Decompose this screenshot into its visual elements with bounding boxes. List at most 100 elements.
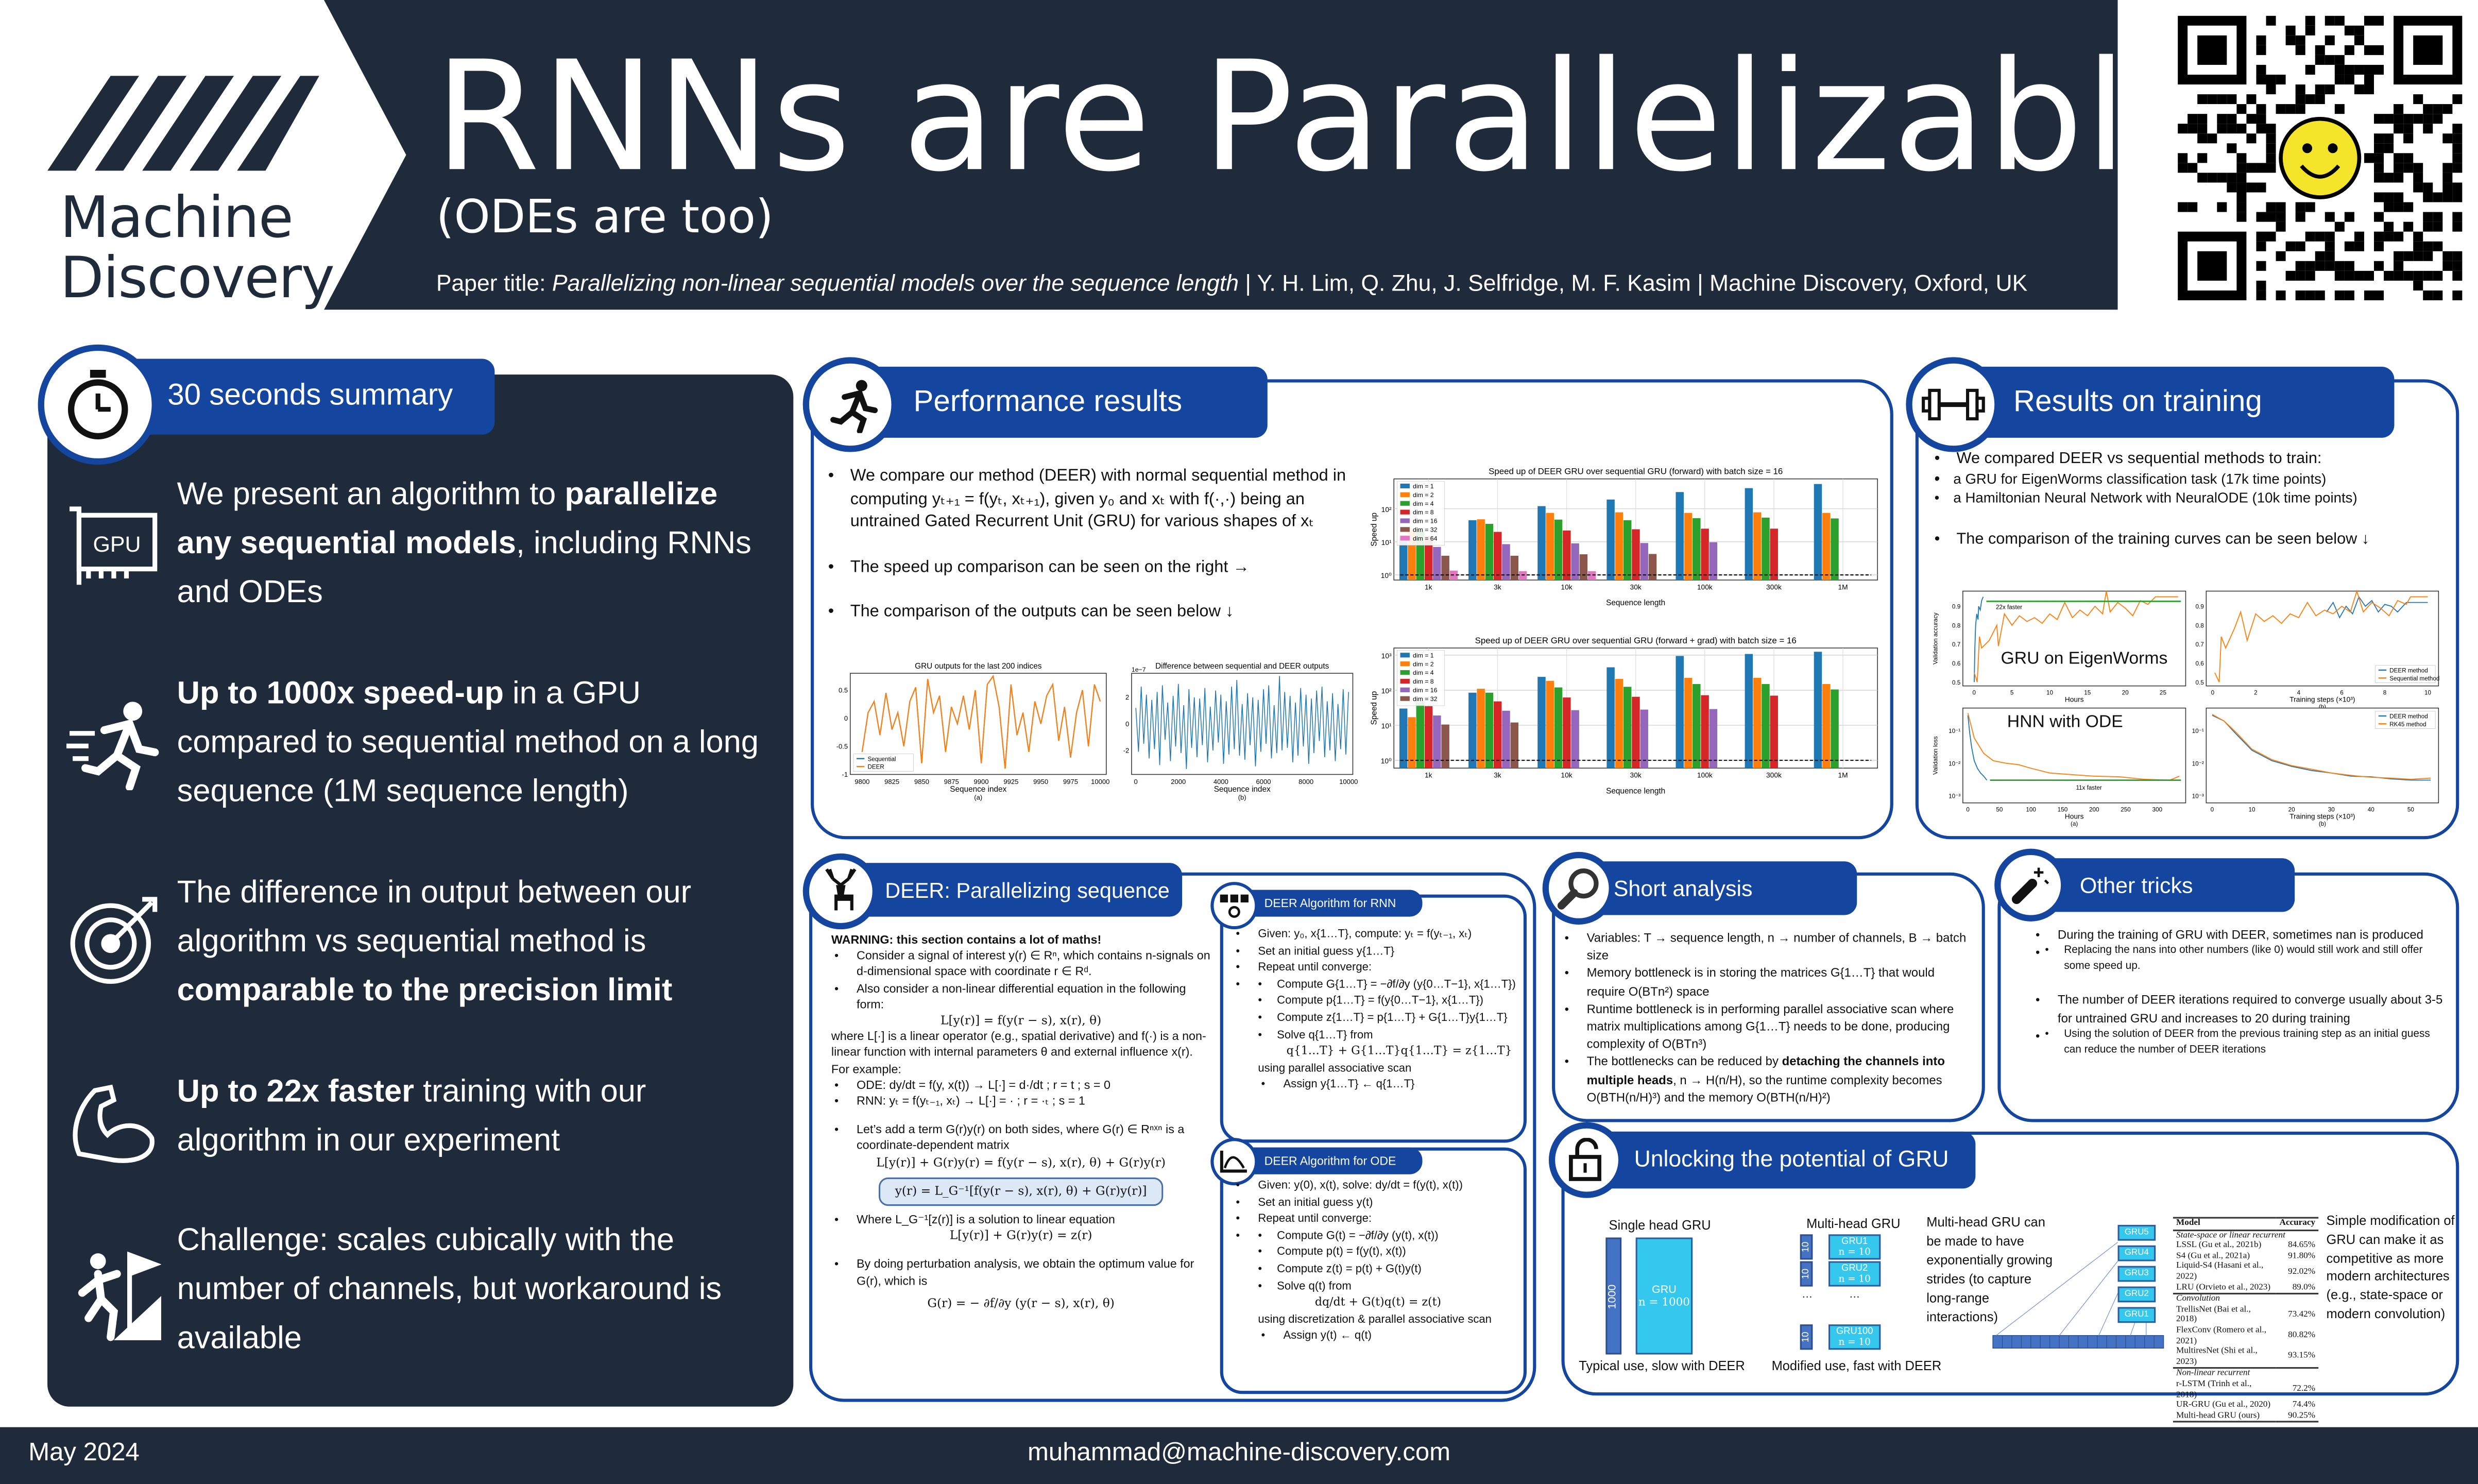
qr-module [2374, 163, 2384, 173]
y-axis-label: Validation loss [1933, 736, 1939, 775]
bar-dim4-300k [1762, 517, 1770, 581]
qr-module [2394, 202, 2404, 212]
qr-module [2227, 124, 2237, 134]
qr-module [2442, 192, 2453, 202]
legend-label: dim = 4 [1413, 669, 1434, 676]
legend-box [2375, 711, 2436, 729]
block-name: GRU100 [1836, 1326, 1873, 1337]
text: , n → H(n/H), so the runtime complexity … [1586, 1072, 1942, 1105]
x-tick-label: 9900 [974, 778, 989, 786]
qr-module [2423, 192, 2433, 202]
legend-label: dim = 1 [1413, 483, 1434, 490]
paper-label: Paper title: [436, 271, 552, 297]
x-tick-label: 1k [1425, 772, 1432, 779]
x-tick-label: 9925 [1003, 778, 1018, 786]
plot-area [1962, 590, 2186, 687]
qr-module [2305, 261, 2315, 271]
qr-module [2452, 192, 2463, 202]
qr-module [2384, 133, 2394, 144]
x-tick-label: 250 [2121, 807, 2131, 813]
deer-title: DEER: Parallelizing sequence [853, 863, 1183, 917]
table-row: LSSL (Gu et al., 2021b) 84.65% [2173, 1241, 2318, 1251]
bar-dim8-10k [1563, 530, 1571, 581]
bar-dim4-100k [1693, 518, 1701, 581]
bar-dim4-3k [1485, 523, 1494, 581]
bar-dim2-1M [1822, 684, 1831, 769]
bar-dim2-100k [1684, 513, 1693, 581]
equation: L[y(r)] + G(r)y(r) = f(y(r − s), x(r), θ… [876, 1154, 1166, 1169]
gru-conclusion: Simple modification of GRU can make it a… [2326, 1212, 2455, 1322]
series-line-deer-method [2212, 714, 2431, 781]
legend-box [2375, 665, 2436, 683]
y-tick-label: 10⁻³ [1949, 793, 1960, 799]
bar-dim8-300k [1770, 528, 1778, 581]
qr-module [2433, 114, 2443, 124]
bar-dim4-10k [1554, 687, 1563, 769]
qr-module [2403, 124, 2414, 134]
accuracy-cell: 84.65% [2288, 1241, 2316, 1251]
x-axis-label: Sequence index [1214, 785, 1271, 794]
x-tick-label: 10 [2046, 690, 2054, 696]
qr-module [2197, 114, 2208, 124]
qr-module [2452, 270, 2463, 281]
legend-label: dim = 16 [1413, 518, 1438, 525]
y-axis-label: Validation accuracy [1933, 612, 1939, 664]
qr-module [2334, 55, 2345, 65]
qr-module [2256, 212, 2266, 222]
performance-title: Performance results [853, 366, 1268, 438]
qr-module [2266, 124, 2276, 134]
y-tick-label: 0.5 [2195, 679, 2204, 686]
ode-example: ODE: dy/dt = f(y, x(t)) → L[·] = d·/dt ;… [831, 1078, 1210, 1094]
running-icon [66, 702, 159, 791]
qr-module [2256, 64, 2266, 75]
accuracy-cell: 92.02% [2288, 1267, 2316, 1277]
bar-dim4-10k [1554, 519, 1563, 581]
x-tick-label: 15 [2084, 690, 2091, 696]
table-header: Model [2176, 1218, 2200, 1229]
speedup-annotation: 11x faster [2076, 784, 2101, 791]
x-tick-label: 100k [1697, 772, 1713, 779]
legend-label: dim = 8 [1413, 678, 1434, 685]
qr-module [2227, 173, 2237, 183]
qr-module [2344, 74, 2354, 84]
qr-module [2256, 280, 2266, 291]
footer-email[interactable]: muhammad@machine-discovery.com [1028, 1440, 1451, 1467]
eigenworms-hours-chart: 0 5 10 15 20 25 0.5 0.6 0.7 0.8 0.9 22x faster Hours… [1933, 590, 2186, 703]
qr-module [2236, 173, 2247, 183]
qr-module [2442, 133, 2453, 144]
qr-module [2285, 270, 2296, 281]
qr-module [2394, 251, 2404, 261]
legend-label: RK45 method [2389, 721, 2426, 728]
bullet: The comparison of the outputs can be see… [825, 601, 1347, 623]
qr-module [2452, 182, 2463, 193]
legend-label: dim = 2 [1413, 660, 1434, 668]
tricks-bullets: During the training of GRU with DEER, so… [2032, 926, 2447, 1059]
chart-caption: (b) [2319, 704, 2326, 708]
qr-module [2344, 45, 2354, 55]
qr-module [2276, 221, 2286, 232]
ellipsis: … [1801, 1289, 1813, 1301]
block-n: n = 10 [1838, 1336, 1871, 1347]
qr-module [2256, 182, 2266, 193]
bar-dim4-300k [1762, 684, 1770, 769]
qr-module [2384, 202, 2394, 212]
qr-module [2354, 35, 2364, 45]
model-cell: r-LSTM (Trinh et al., 2018) [2176, 1379, 2252, 1400]
stack-block: GRU4 [2117, 1245, 2156, 1261]
bar-dim4-1k [1416, 702, 1425, 769]
stack-block: GRU5 [2117, 1224, 2156, 1241]
qr-module [2266, 133, 2276, 144]
y-tick-label: 0.8 [1952, 622, 1961, 629]
x-tick-label: 2 [2254, 690, 2258, 696]
qr-code[interactable] [2178, 15, 2463, 300]
y-tick-label: 10⁻³ [2192, 793, 2204, 799]
legend-label: dim = 64 [1413, 535, 1438, 542]
x-tick-label: 8000 [1298, 778, 1313, 786]
bar-dim32-3k [1510, 555, 1519, 581]
qr-module [2276, 104, 2286, 114]
table-row: TrellisNet (Bai et al., 2018) 73.42% [2173, 1305, 2318, 1326]
qr-module [2433, 212, 2443, 222]
qr-module [2413, 270, 2423, 281]
qr-module [2413, 280, 2423, 291]
model-cell: TrellisNet (Bai et al., 2018) [2176, 1305, 2251, 1325]
